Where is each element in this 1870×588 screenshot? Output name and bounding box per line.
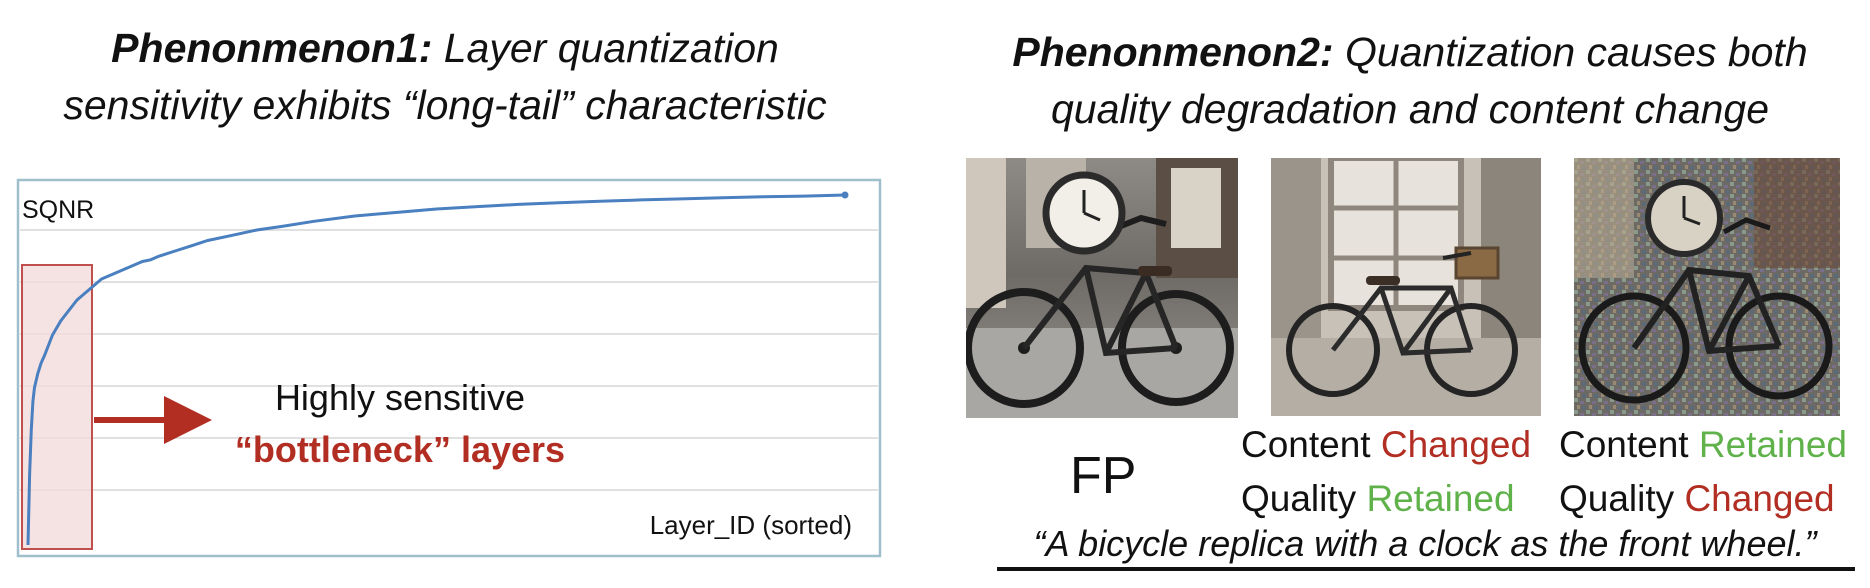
bicycle-photo-content-changed bbox=[1271, 158, 1541, 416]
image2-content-status: Changed bbox=[1380, 424, 1532, 465]
sqnr-series-line bbox=[26, 193, 846, 546]
sqnr-series-end-point bbox=[841, 191, 849, 199]
annotation-line2: “bottleneck” layers bbox=[235, 429, 565, 470]
chart-xlabel: Layer_ID (sorted) bbox=[650, 510, 852, 540]
image3-caption-line2: Quality Changed bbox=[1559, 474, 1835, 524]
image2-caption-line2: Quality Retained bbox=[1241, 474, 1515, 524]
chart-ylabel: SQNR bbox=[22, 196, 94, 224]
prompt-underline bbox=[997, 567, 1855, 571]
phenomenon1-title-bold: Phenonmenon1: bbox=[111, 25, 433, 71]
chart-grid bbox=[20, 229, 878, 491]
image3-content-label: Content bbox=[1559, 424, 1699, 465]
phenomenon2-title-line1: Phenonmenon2: Quantization causes both bbox=[955, 24, 1865, 81]
phenomenon2-title-line2: quality degradation and content change bbox=[1050, 86, 1770, 132]
phenomenon2-title-rest: Quantization causes both bbox=[1333, 29, 1808, 75]
phenomenon1-title-rest: Layer quantization bbox=[432, 25, 779, 71]
image3-caption-line1: Content Retained bbox=[1559, 420, 1847, 470]
chart-frame bbox=[16, 178, 882, 558]
phenomenon2-title: Phenonmenon2: Quantization causes both q… bbox=[955, 24, 1865, 138]
image3-content-status: Retained bbox=[1698, 424, 1847, 465]
image2-quality-status: Retained bbox=[1366, 478, 1515, 519]
image3-quality-status: Changed bbox=[1684, 478, 1835, 519]
phenomenon2-title-bold: Phenonmenon2: bbox=[1012, 29, 1334, 75]
bicycle-clock-photo-quality-changed bbox=[1574, 158, 1840, 416]
annotation-line1: Highly sensitive bbox=[275, 377, 525, 418]
phenomenon1-title-line1: Phenonmenon1: Layer quantization bbox=[10, 20, 880, 77]
image2-content-label: Content bbox=[1241, 424, 1381, 465]
phenomenon1-title: Phenonmenon1: Layer quantization sensiti… bbox=[10, 20, 880, 134]
image2-quality-label: Quality bbox=[1241, 478, 1367, 519]
phenomenon1-title-line2: sensitivity exhibits “long-tail” charact… bbox=[63, 82, 827, 128]
prompt-caption: “A bicycle replica with a clock as the f… bbox=[1033, 523, 1817, 564]
fp-label: FP bbox=[1070, 447, 1137, 505]
image2-caption-line1: Content Changed bbox=[1241, 420, 1531, 470]
image3-quality-label: Quality bbox=[1559, 478, 1685, 519]
bicycle-clock-photo-fp bbox=[966, 158, 1238, 418]
